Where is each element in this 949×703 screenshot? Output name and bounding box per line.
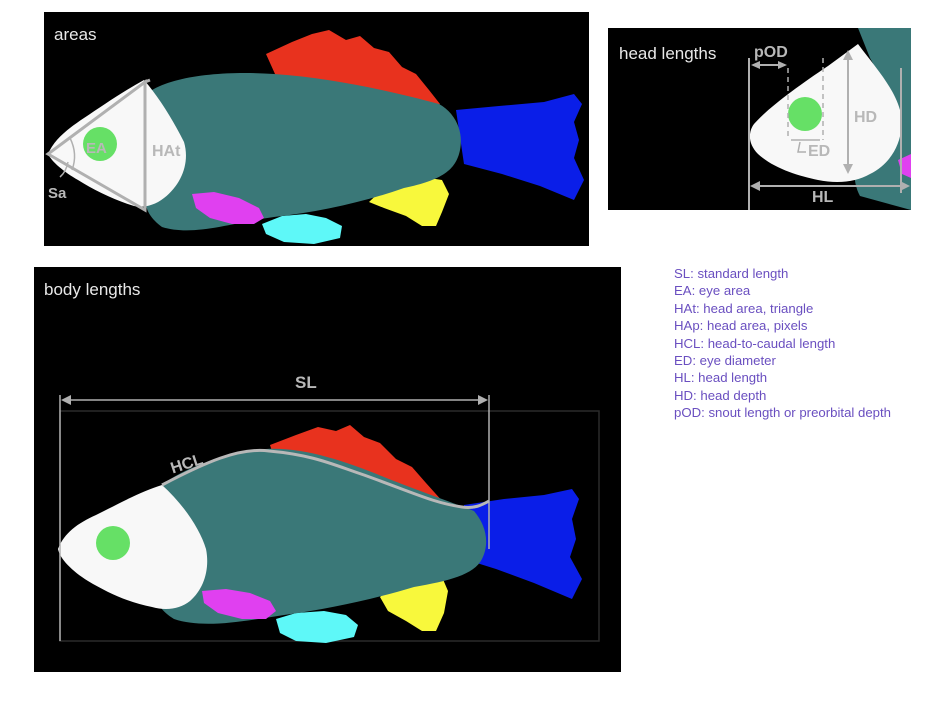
pelvic-fin <box>202 589 276 619</box>
snout-angle-leader <box>59 161 69 178</box>
areas-panel: EA HAt Sa areas <box>44 12 589 246</box>
fish-body <box>138 73 461 231</box>
areas-fish-figure: EA HAt Sa <box>45 30 584 244</box>
pectoral-fin <box>276 611 358 643</box>
legend-item: HAt: head area, triangle <box>674 300 814 316</box>
legend-item: pOD: snout length or preorbital depth <box>674 405 891 421</box>
label-ED: ED <box>808 143 830 160</box>
eye <box>788 97 822 131</box>
fish-head <box>749 44 902 182</box>
head-lengths-panel: pOD HD ED HL head lengths <box>608 28 911 210</box>
head-length-arrowhead-left <box>750 181 760 191</box>
legend-item: ED: eye diameter <box>674 353 776 369</box>
label-SL: SL <box>295 373 317 392</box>
sl-arrowhead-left <box>61 395 71 405</box>
preorbital-arrowhead-right <box>778 61 787 69</box>
caudal-fin <box>464 489 582 599</box>
body-lengths-panel-title: body lengths <box>44 280 141 299</box>
eye <box>83 127 117 161</box>
legend-item: HL: head length <box>674 370 768 386</box>
legend-item: HAp: head area, pixels <box>674 318 808 334</box>
areas-panel-title: areas <box>54 25 97 44</box>
hcl-curve <box>161 448 490 509</box>
head-length-arrowhead-right <box>900 181 910 191</box>
preorbital-arrowhead-left <box>751 61 760 69</box>
body-lengths-panel: SL HCL body lengths <box>34 267 621 672</box>
caudal-fin <box>456 94 584 200</box>
label-EA: EA <box>86 140 107 157</box>
eye <box>96 526 130 560</box>
eye-diameter-leader <box>797 141 806 153</box>
head-area-triangle <box>45 79 147 213</box>
legend-item: EA: eye area <box>674 283 751 299</box>
pectoral-fin <box>262 214 342 244</box>
sl-arrowhead-right <box>478 395 488 405</box>
body-lengths-fish-figure: SL HCL <box>58 373 600 643</box>
head-depth-arrowhead-bottom <box>843 164 853 174</box>
label-HD: HD <box>854 109 877 126</box>
label-HAt: HAt <box>152 143 181 160</box>
triangle-extension <box>144 78 151 84</box>
label-pOD: pOD <box>754 44 788 61</box>
snout-angle-arc <box>69 137 76 171</box>
fish-head <box>58 485 208 609</box>
legend-item: SL: standard length <box>674 266 789 281</box>
head-depth-arrowhead-top <box>843 50 853 60</box>
head-lengths-figure: pOD HD ED HL <box>748 28 911 210</box>
legend-item: HCL: head-to-caudal length <box>674 335 836 351</box>
abbreviation-legend: SL: standard length EA: eye area HAt: he… <box>674 265 891 422</box>
pelvic-fin <box>192 192 264 224</box>
head-lengths-panel-title: head lengths <box>619 44 717 63</box>
label-Sa: Sa <box>48 185 67 202</box>
label-HL: HL <box>812 189 834 206</box>
fish-body <box>148 448 487 624</box>
legend-item: HD: head depth <box>674 387 767 403</box>
